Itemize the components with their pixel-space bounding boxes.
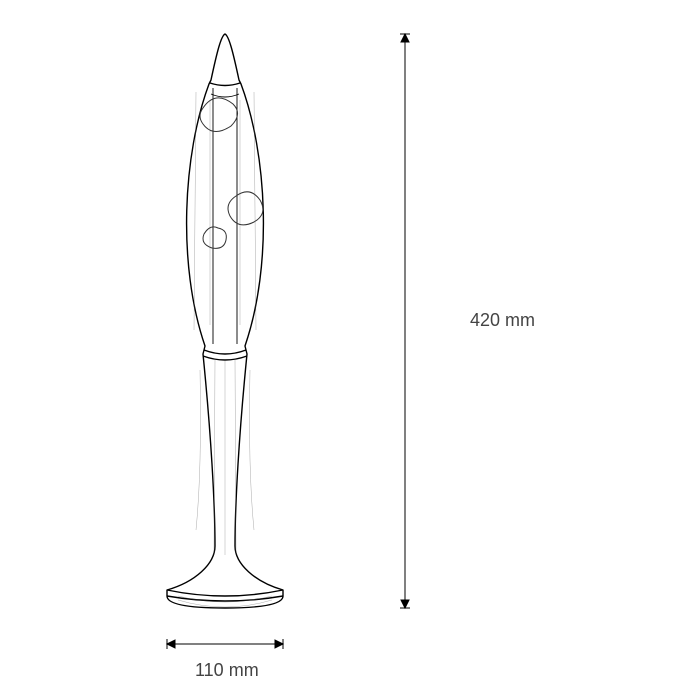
drawing-canvas: 420 mm 110 mm (0, 0, 700, 700)
lamp-technical-drawing (0, 0, 700, 700)
